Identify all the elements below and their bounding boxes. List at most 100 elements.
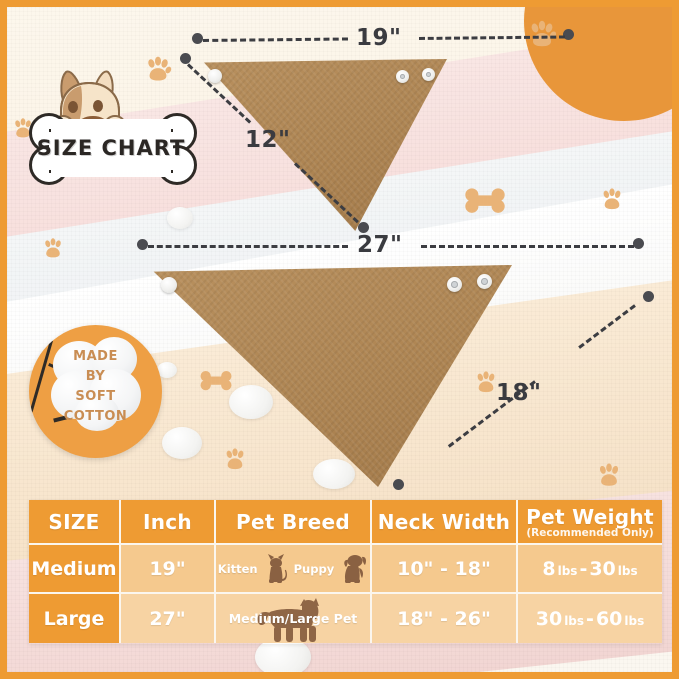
bandana-snap-button <box>396 70 409 83</box>
cell-weight-large: 30 lbs - 60 lbs <box>518 594 662 643</box>
cell-size-medium-label: Medium <box>31 557 117 580</box>
dimension-label-18in: 18" <box>496 380 542 406</box>
cell-weight-medium: 8 lbs - 30 lbs <box>518 545 662 594</box>
cat-icon <box>267 553 287 583</box>
badge-line-made: MADE <box>73 349 118 364</box>
weight-range-dash: - <box>586 607 594 630</box>
puppy-icon <box>344 554 367 583</box>
paw-print-icon <box>45 238 61 258</box>
dimension-endpoint-dot <box>393 479 404 490</box>
size-chart-logo: SIZE CHART <box>19 67 205 187</box>
breed-label-medium-large-pet: Medium/Large Pet <box>228 611 358 626</box>
paw-print-icon <box>477 371 495 393</box>
weight-max-value: 30 <box>589 557 616 580</box>
cell-weight-large-value: 30 lbs - 60 lbs <box>536 608 645 630</box>
dimension-endpoint-dot <box>358 222 369 233</box>
fabric-snap-puff <box>162 427 202 459</box>
badge-line-soft: SOFT <box>75 389 116 404</box>
bone-decoration-icon <box>465 188 505 213</box>
dimension-line-27in <box>148 245 348 248</box>
weight-range-dash: - <box>579 557 588 580</box>
table-header-row: SIZE Inch Pet Breed Neck Width Pet Weigh… <box>29 500 662 545</box>
dimension-endpoint-dot <box>137 239 148 250</box>
breed-label-kitten: Kitten <box>217 561 258 576</box>
medium-bandana-fabric <box>203 59 447 231</box>
cell-neck-width-large-label: 18" - 26" <box>397 607 491 630</box>
medium-bandana <box>199 59 447 231</box>
column-header-pet-breed-label: Pet Breed <box>236 509 350 534</box>
bandana-snap-button <box>422 68 435 81</box>
weight-min-unit: lbs <box>557 563 578 578</box>
weight-min-value: 30 <box>535 607 563 630</box>
column-header-size: SIZE <box>29 500 121 545</box>
dimension-label-19in: 19" <box>356 25 402 51</box>
column-header-inch: Inch <box>121 500 216 545</box>
breed-label-puppy: Puppy <box>293 561 335 576</box>
weight-max-unit: lbs <box>617 563 638 578</box>
cell-neck-width-medium: 10" - 18" <box>372 545 518 594</box>
bandana-snap-button <box>208 69 222 83</box>
soft-cotton-badge: MADE BY SOFT COTTON <box>29 325 162 458</box>
cell-size-large-label: Large <box>43 607 105 630</box>
cell-neck-width-large: 18" - 26" <box>372 594 518 643</box>
paw-print-icon <box>531 20 557 47</box>
dimension-line-27in <box>421 245 634 248</box>
cell-size-large: Large <box>29 594 121 643</box>
weight-max-value: 60 <box>595 607 623 630</box>
paw-print-icon <box>148 56 172 81</box>
paw-print-icon <box>15 118 31 138</box>
large-dog-icon <box>257 598 319 642</box>
bandana-snap-button <box>161 277 177 293</box>
size-chart-table: SIZE Inch Pet Breed Neck Width Pet Weigh… <box>29 500 662 644</box>
column-header-size-label: SIZE <box>48 509 100 534</box>
cell-inch-medium-label: 19" <box>149 557 186 580</box>
dimension-endpoint-dot <box>192 33 203 44</box>
column-header-pet-weight-subtitle: (Recommended Only) <box>526 526 654 539</box>
cell-breed-medium: Kitten Puppy <box>216 545 372 594</box>
cotton-boll-icon <box>75 395 119 431</box>
weight-min-unit: lbs <box>564 613 585 628</box>
column-header-pet-weight-label: Pet Weight <box>526 504 654 529</box>
column-header-pet-weight: Pet Weight (Recommended Only) <box>518 500 662 545</box>
paw-print-icon <box>603 188 621 210</box>
column-header-inch-label: Inch <box>143 509 192 534</box>
dimension-endpoint-dot <box>563 29 574 40</box>
dimension-endpoint-dot <box>180 53 191 64</box>
bandana-snap-button <box>447 277 462 292</box>
fabric-snap-puff <box>167 207 193 229</box>
cell-size-medium: Medium <box>29 545 121 594</box>
cell-neck-width-medium-label: 10" - 18" <box>397 557 491 580</box>
column-header-neck-width: Neck Width <box>372 500 518 545</box>
fabric-snap-puff <box>229 385 273 419</box>
bone-decoration-icon <box>200 371 232 391</box>
fabric-snap-puff <box>313 459 355 489</box>
paw-print-icon <box>226 448 244 470</box>
weight-min-value: 8 <box>542 557 556 580</box>
cell-inch-large-label: 27" <box>149 607 186 630</box>
dimension-endpoint-dot <box>643 291 654 302</box>
badge-line-cotton: COTTON <box>63 409 128 424</box>
column-header-neck-width-label: Neck Width <box>377 509 511 534</box>
product-photo-backdrop: 19" 12" 27" 18" <box>7 7 672 672</box>
cell-inch-large: 27" <box>121 594 216 643</box>
dimension-endpoint-dot <box>633 238 644 249</box>
bone-icon: SIZE CHART <box>27 113 197 185</box>
large-bandana <box>150 265 512 487</box>
page-title: SIZE CHART <box>36 136 186 160</box>
badge-line-by: BY <box>85 369 106 384</box>
large-bandana-fabric <box>153 265 512 487</box>
breed-illustration-group: Kitten Puppy <box>216 545 370 592</box>
bone-inner-fill <box>51 119 171 177</box>
cell-weight-medium-value: 8 lbs - 30 lbs <box>542 558 637 580</box>
weight-max-unit: lbs <box>624 613 645 628</box>
cell-breed-large: Medium/Large Pet <box>216 594 372 643</box>
dimension-label-12in: 12" <box>245 127 291 153</box>
column-header-pet-breed: Pet Breed <box>216 500 372 545</box>
table-row: Medium 19" Kitten <box>29 545 662 594</box>
cell-inch-medium: 19" <box>121 545 216 594</box>
fabric-snap-puff <box>157 362 177 378</box>
bandana-snap-button <box>477 274 492 289</box>
dimension-label-27in: 27" <box>357 232 403 258</box>
badge-text-block: MADE BY SOFT COTTON <box>29 347 162 427</box>
